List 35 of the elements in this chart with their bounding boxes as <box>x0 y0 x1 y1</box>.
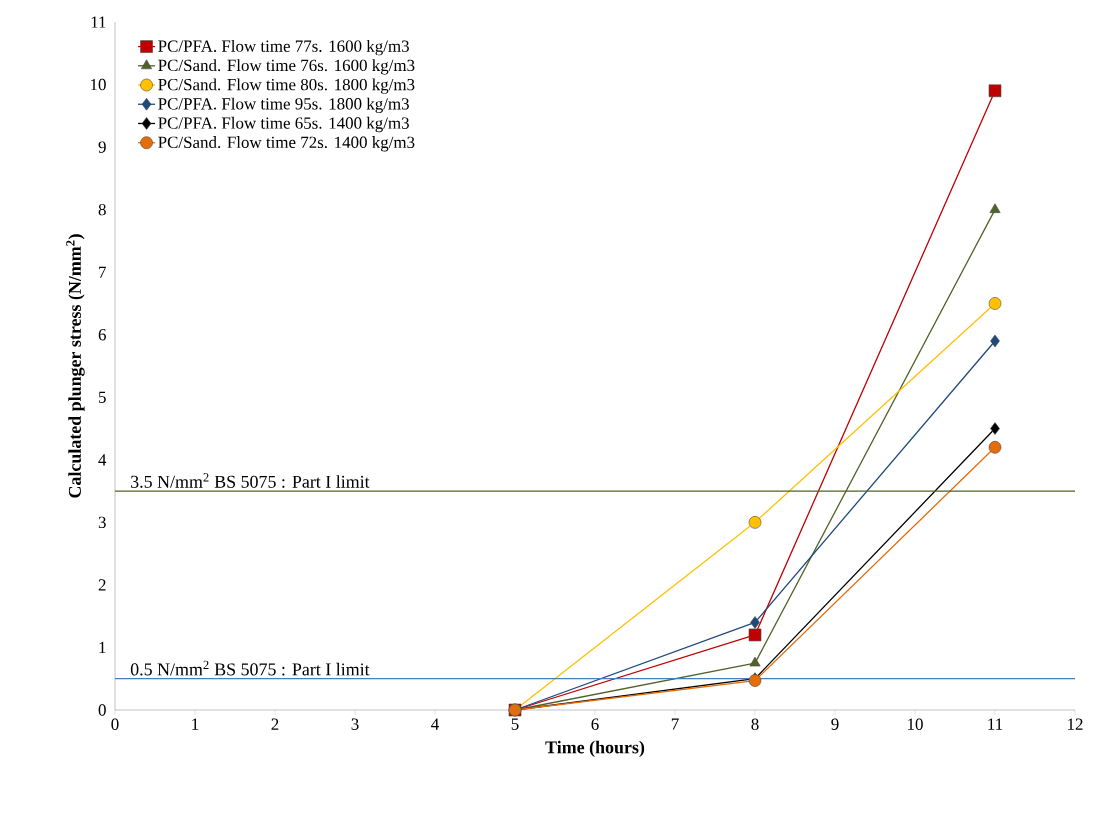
y-tick-label: 11 <box>91 16 106 28</box>
legend-label: PC/Sand. Flow time 80s. 1800 kg/m3 <box>158 78 415 94</box>
x-tick-label: 6 <box>591 718 599 730</box>
y-tick-label: 6 <box>98 329 106 341</box>
y-tick-label: 7 <box>99 266 106 278</box>
legend-label: PC/PFA. Flow time 77s. 1600 kg/m3 <box>158 39 409 56</box>
y-tick-label: 2 <box>98 579 106 591</box>
ref-line-label: 0.5 N/mm$^{2}$ BS 5075 : Part I limit <box>130 660 370 676</box>
x-tick-label: 11 <box>988 718 1003 730</box>
y-axis-title: Calculated plunger stress (N/mm$^{2}$) <box>66 234 85 498</box>
x-tick-label: 7 <box>671 718 679 730</box>
x-tick-label: 1 <box>192 718 199 730</box>
legend-label: PC/PFA. Flow time 65s. 1400 kg/m3 <box>158 116 409 133</box>
x-tick-label: 4 <box>431 718 439 730</box>
x-tick-label: 9 <box>831 718 839 730</box>
x-tick-label: 3 <box>351 718 359 730</box>
y-tick-label: 3 <box>98 516 106 529</box>
y-tick-label: 10 <box>91 78 106 91</box>
legend-label: PC/PFA. Flow time 95s. 1800 kg/m3 <box>158 97 409 114</box>
y-tick-label: 0 <box>98 704 106 716</box>
y-tick-label: 4 <box>98 454 107 466</box>
y-tick-label: 8 <box>98 203 106 216</box>
x-tick-label: 8 <box>751 718 759 730</box>
x-tick-label: 5 <box>511 718 519 730</box>
x-axis-title: Time (hours) <box>545 740 645 758</box>
ref-line-label: 3.5 N/mm$^{2}$ BS 5075 : Part I limit <box>131 473 370 488</box>
x-tick-label: 12 <box>1068 718 1083 730</box>
y-tick-label: 5 <box>99 391 106 403</box>
legend-label: PC/Sand. Flow time 76s. 1600 kg/m3 <box>158 59 415 75</box>
x-tick-label: 0 <box>111 718 119 730</box>
legend-label: PC/Sand. Flow time 72s. 1400 kg/m3 <box>158 136 415 152</box>
x-tick-label: 10 <box>908 718 923 730</box>
y-tick-label: 9 <box>98 141 106 153</box>
y-tick-label: 1 <box>99 641 106 654</box>
x-tick-label: 2 <box>271 718 279 730</box>
